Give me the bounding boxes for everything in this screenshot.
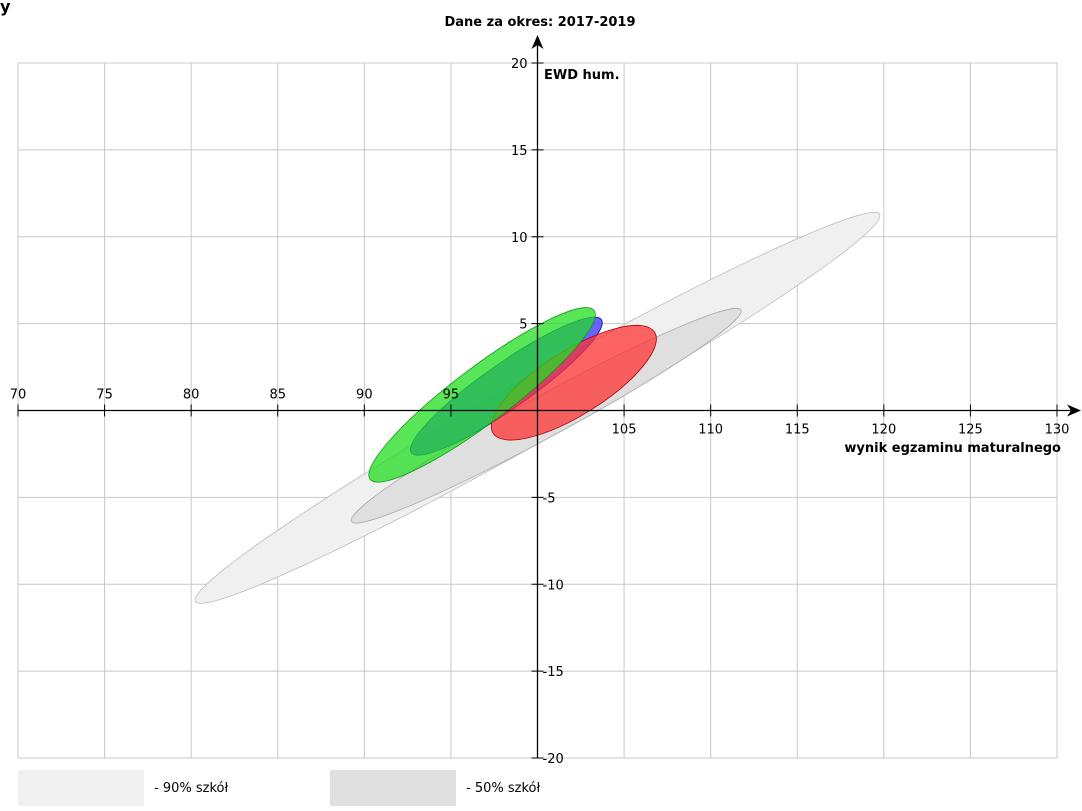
legend-label-50: - 50% szkół [466,780,541,796]
chart-title: Dane za okres: 2017-2019 [444,15,635,30]
x-tick-label: 95 [443,388,460,403]
legend-swatch-90 [18,770,144,806]
x-tick-label: 80 [183,388,200,403]
x-tick-label: 115 [785,423,810,438]
x-axis-label: wynik egzaminu maturalnego [844,441,1061,456]
x-tick-label: 120 [871,423,896,438]
corner-mark: y [0,0,11,16]
y-ticks: 20 15 10 5 -5 -10 -15 -20 [511,57,564,767]
x-tick-label: 75 [96,388,113,403]
y-tick-label: 10 [511,231,528,246]
x-tick-label: 110 [698,423,723,438]
y-tick-label: -15 [543,665,564,680]
legend-90: - 90% szkół [18,770,228,806]
y-tick-label: 20 [511,57,528,72]
y-tick-label: -5 [543,491,556,506]
x-tick-label: 85 [269,388,286,403]
y-tick-label: -20 [543,752,564,767]
axes [18,35,1081,758]
y-tick-label: 5 [519,318,527,333]
legend-swatch-50 [330,770,456,806]
ellipse-4 [368,307,596,483]
x-tick-label: 90 [356,388,373,403]
legend-label-90: - 90% szkół [154,780,229,796]
x-tick-label: 70 [10,388,27,403]
y-axis-label: EWD hum. [544,68,620,83]
legend-50: - 50% szkół [330,770,540,806]
x-ticks: 70 75 80 85 90 95 105 110 115 120 125 130 [10,388,1070,438]
x-tick-label: 130 [1045,423,1070,438]
x-axis-arrow [1067,404,1081,417]
y-axis-arrow [531,35,544,49]
y-tick-label: 15 [511,144,528,159]
x-tick-label: 125 [958,423,983,438]
y-tick-label: -10 [543,578,564,593]
x-tick-label: 105 [612,423,637,438]
